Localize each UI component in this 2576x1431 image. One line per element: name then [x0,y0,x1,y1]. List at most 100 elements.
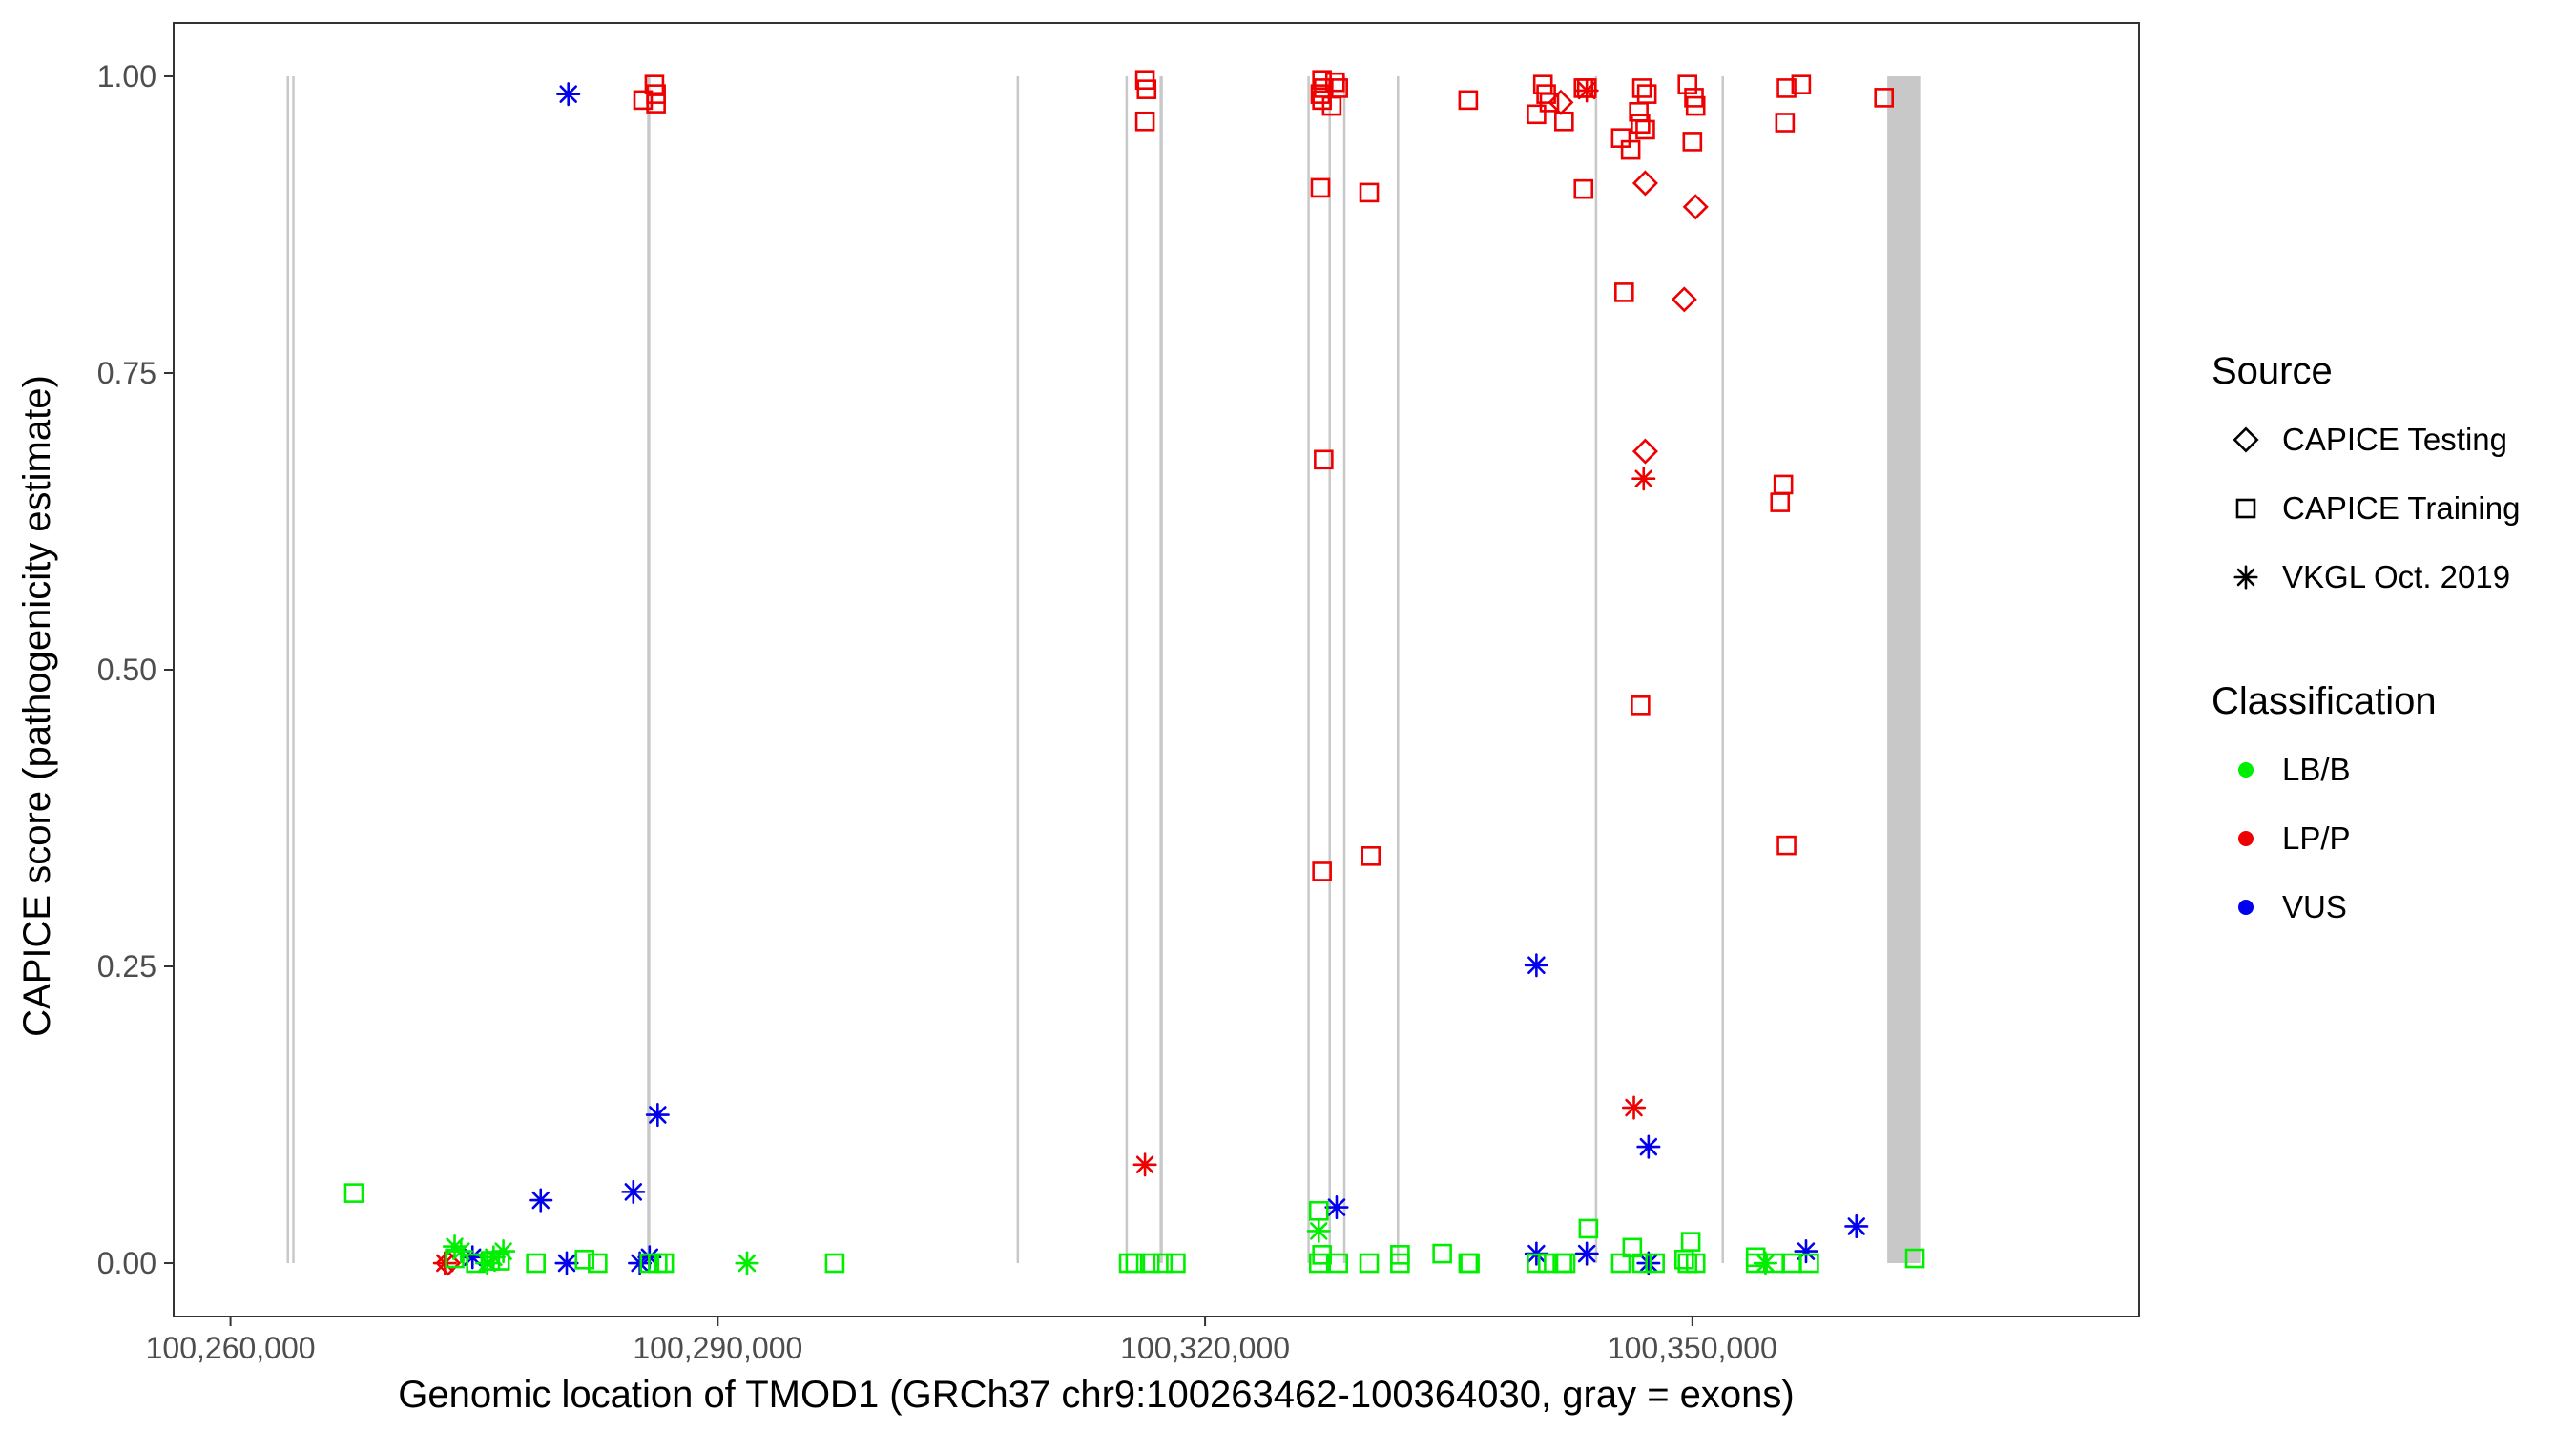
data-point [574,1249,595,1270]
data-point [1324,72,1345,93]
exon-band [1016,75,1020,1264]
data-point [1136,79,1157,99]
data-point [1390,1253,1410,1274]
data-point [1631,78,1652,98]
exon-band [1396,75,1400,1264]
data-point [1770,492,1791,512]
data-point [1458,90,1479,111]
exon-band [292,75,295,1264]
legend-label: LP/P [2282,820,2351,856]
exon-band [1307,75,1310,1264]
data-point [654,1253,675,1274]
data-point [645,1102,670,1128]
data-point [1685,1253,1706,1274]
data-point [1631,695,1651,716]
data-point [554,1251,579,1275]
data-point [445,1248,465,1269]
data-point [646,93,666,114]
plot-area [286,70,1925,1276]
data-point [1671,286,1697,313]
x-tick-label: 100,320,000 [1120,1331,1290,1365]
exon-band [647,75,651,1264]
data-point [1776,78,1797,98]
data-point [466,1253,486,1274]
data-point [1432,1243,1452,1264]
data-point [1361,846,1381,866]
data-point [1328,78,1348,98]
exon-band [1125,75,1129,1264]
x-tick-label: 100,290,000 [633,1331,802,1365]
y-tick-label: 1.00 [97,59,156,93]
data-point [1631,170,1658,197]
data-point [1614,282,1634,302]
data-point [1328,1253,1348,1274]
exon-band [1328,75,1331,1264]
data-point [1539,93,1560,113]
data-point [1527,1253,1547,1274]
data-point [1134,111,1155,132]
data-point [1578,1218,1599,1239]
data-point [1682,132,1703,152]
data-point [1139,1253,1160,1274]
legend-key-color [2238,762,2254,778]
data-point [1844,1213,1869,1238]
axes: 100,260,000 100,290,000 100,320,000 100,350… [97,22,2140,1365]
x-tick-label: 100,260,000 [146,1331,316,1365]
data-point [460,1245,485,1270]
legend-label: VUS [2282,889,2347,924]
legend-label: VKGL Oct. 2019 [2282,559,2510,594]
data-point [1574,78,1599,103]
legend-key-color [2238,900,2254,915]
data-point [1904,1248,1925,1269]
y-tick-label: 0.25 [97,949,156,984]
legend-label: LB/B [2282,752,2351,787]
data-point [1132,1152,1157,1177]
data-point [1125,1253,1146,1274]
legend-key-asterisk [2233,565,2258,590]
data-point [1794,1239,1818,1264]
data-point [1166,1253,1186,1274]
data-point [1555,1253,1576,1274]
y-tick-label: 0.00 [97,1246,156,1280]
data-point [1745,1253,1766,1274]
data-point [1685,95,1706,116]
data-point [735,1251,759,1275]
y-axis-title: CAPICE score (pathogenicity estimate) [16,375,58,1037]
data-point [1574,1241,1599,1266]
data-point [343,1183,364,1203]
data-point [633,90,654,111]
data-point [1775,113,1796,133]
data-point [1621,1095,1647,1120]
data-point [1460,1253,1480,1274]
data-point [1527,104,1547,125]
data-point [1635,119,1655,140]
data-point [1636,1251,1661,1275]
legend-key-color [2238,831,2254,846]
data-point [1524,953,1548,978]
data-point [1631,1253,1652,1274]
data-point [556,82,581,107]
data-point [1554,111,1574,132]
legend: Source CAPICE Testing CAPICE Training VKGL … [2212,350,2520,924]
data-point [1314,449,1334,470]
data-point [1620,139,1641,160]
exon-band [1342,75,1346,1264]
data-point [1306,1218,1331,1243]
data-point [1308,1200,1329,1221]
data-point [1359,1253,1380,1274]
data-point [1153,1253,1174,1274]
series-square-lbb [343,1183,1925,1274]
data-point [489,1251,510,1271]
data-point [529,1188,553,1213]
data-point [1636,84,1657,104]
data-point [475,1251,500,1275]
data-point [1776,835,1797,856]
data-point [1610,1253,1631,1274]
legend-label: CAPICE Testing [2282,422,2507,457]
data-point [1682,194,1709,220]
legend-label: CAPICE Training [2282,490,2520,526]
data-point [1636,1134,1661,1159]
exon-band [1721,75,1724,1264]
data-point [1799,1253,1819,1274]
